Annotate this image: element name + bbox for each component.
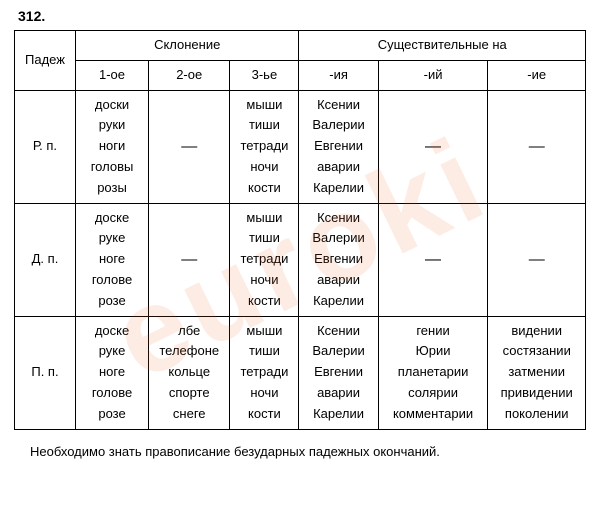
word: ночи bbox=[232, 157, 296, 178]
header-decl-2: 2-ое bbox=[149, 60, 230, 90]
word: солярии bbox=[381, 383, 486, 404]
word: затмении bbox=[490, 362, 583, 383]
cell-n_ie: — bbox=[488, 203, 586, 316]
case-label: Д. п. bbox=[15, 203, 76, 316]
word: планетарии bbox=[381, 362, 486, 383]
word: розы bbox=[78, 178, 146, 199]
footer-note: Необходимо знать правописание безударных… bbox=[30, 444, 586, 459]
header-noun-iy: -ий bbox=[378, 60, 488, 90]
word: снеге bbox=[151, 404, 227, 425]
word: ноги bbox=[78, 136, 146, 157]
word: Валерии bbox=[301, 341, 375, 362]
word: Карелии bbox=[301, 404, 375, 425]
header-declension: Склонение bbox=[75, 31, 299, 61]
cell-d2: — bbox=[149, 203, 230, 316]
word: розе bbox=[78, 291, 146, 312]
word: тетради bbox=[232, 136, 296, 157]
word: аварии bbox=[301, 270, 375, 291]
word: Валерии bbox=[301, 228, 375, 249]
word: Карелии bbox=[301, 178, 375, 199]
exercise-number: 312. bbox=[18, 8, 586, 24]
word: розе bbox=[78, 404, 146, 425]
word: тетради bbox=[232, 249, 296, 270]
cell-d1: доскерукеногеголоверозе bbox=[75, 316, 148, 429]
table-row: Р. п.доскирукиногиголовырозы—мышитишитет… bbox=[15, 90, 586, 203]
word: Ксении bbox=[301, 321, 375, 342]
cell-n_iya: КсенииВалерииЕвгенииаварииКарелии bbox=[299, 203, 378, 316]
word: поколении bbox=[490, 404, 583, 425]
word: Ксении bbox=[301, 208, 375, 229]
table-body: Р. п.доскирукиногиголовырозы—мышитишитет… bbox=[15, 90, 586, 429]
word: кости bbox=[232, 178, 296, 199]
word: Юрии bbox=[381, 341, 486, 362]
word: кости bbox=[232, 404, 296, 425]
page-wrap: 312. Падеж Склонение Существительные на … bbox=[0, 0, 600, 459]
word: аварии bbox=[301, 383, 375, 404]
word: тиши bbox=[232, 115, 296, 136]
case-label: Р. п. bbox=[15, 90, 76, 203]
word: тиши bbox=[232, 228, 296, 249]
word: Ксении bbox=[301, 95, 375, 116]
cell-n_iy: генииЮриипланетариисоляриикомментарии bbox=[378, 316, 488, 429]
header-decl-3: 3-ье bbox=[230, 60, 299, 90]
word: Валерии bbox=[301, 115, 375, 136]
word: головы bbox=[78, 157, 146, 178]
cell-d3: мышитишитетрадиночикости bbox=[230, 90, 299, 203]
header-nouns-in: Существительные на bbox=[299, 31, 586, 61]
word: привидении bbox=[490, 383, 583, 404]
word: руки bbox=[78, 115, 146, 136]
table-row: П. п.доскерукеногеголоверозелбетелефонек… bbox=[15, 316, 586, 429]
header-case: Падеж bbox=[15, 31, 76, 91]
word: кости bbox=[232, 291, 296, 312]
word: комментарии bbox=[381, 404, 486, 425]
word: тетради bbox=[232, 362, 296, 383]
cell-d2: лбетелефонекольцеспортеснеге bbox=[149, 316, 230, 429]
word: Евгении bbox=[301, 362, 375, 383]
header-decl-1: 1-ое bbox=[75, 60, 148, 90]
word: тиши bbox=[232, 341, 296, 362]
word: спорте bbox=[151, 383, 227, 404]
word: ночи bbox=[232, 270, 296, 291]
table-row: Д. п.доскерукеногеголоверозе—мышитишитет… bbox=[15, 203, 586, 316]
word: Карелии bbox=[301, 291, 375, 312]
cell-n_iya: КсенииВалерииЕвгенииаварииКарелии bbox=[299, 90, 378, 203]
word: гении bbox=[381, 321, 486, 342]
cell-d3: мышитишитетрадиночикости bbox=[230, 316, 299, 429]
word: мыши bbox=[232, 321, 296, 342]
word: доске bbox=[78, 208, 146, 229]
cell-d3: мышитишитетрадиночикости bbox=[230, 203, 299, 316]
header-noun-ie: -ие bbox=[488, 60, 586, 90]
word: доски bbox=[78, 95, 146, 116]
header-noun-iya: -ия bbox=[299, 60, 378, 90]
word: лбе bbox=[151, 321, 227, 342]
word: ноге bbox=[78, 362, 146, 383]
word: телефоне bbox=[151, 341, 227, 362]
word: голове bbox=[78, 383, 146, 404]
cell-n_ie: — bbox=[488, 90, 586, 203]
cell-d1: доскирукиногиголовырозы bbox=[75, 90, 148, 203]
word: Евгении bbox=[301, 249, 375, 270]
word: Евгении bbox=[301, 136, 375, 157]
word: состязании bbox=[490, 341, 583, 362]
word: голове bbox=[78, 270, 146, 291]
word: руке bbox=[78, 228, 146, 249]
word: видении bbox=[490, 321, 583, 342]
word: ночи bbox=[232, 383, 296, 404]
cell-d1: доскерукеногеголоверозе bbox=[75, 203, 148, 316]
word: руке bbox=[78, 341, 146, 362]
word: ноге bbox=[78, 249, 146, 270]
word: мыши bbox=[232, 95, 296, 116]
cell-n_ie: видениисостязаниизатмениипривидениипокол… bbox=[488, 316, 586, 429]
grammar-table: Падеж Склонение Существительные на 1-ое … bbox=[14, 30, 586, 430]
word: мыши bbox=[232, 208, 296, 229]
cell-n_iya: КсенииВалерииЕвгенииаварииКарелии bbox=[299, 316, 378, 429]
case-label: П. п. bbox=[15, 316, 76, 429]
word: кольце bbox=[151, 362, 227, 383]
word: аварии bbox=[301, 157, 375, 178]
word: доске bbox=[78, 321, 146, 342]
cell-n_iy: — bbox=[378, 90, 488, 203]
cell-n_iy: — bbox=[378, 203, 488, 316]
cell-d2: — bbox=[149, 90, 230, 203]
